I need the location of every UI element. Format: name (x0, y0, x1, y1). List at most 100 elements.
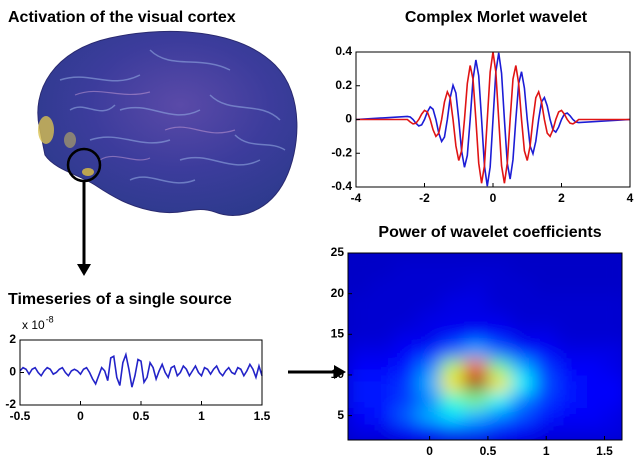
heatmap-cell (370, 423, 396, 440)
heatmap-cell (580, 358, 606, 376)
heatmap-cell (557, 374, 582, 392)
heatmap-cell (580, 253, 606, 262)
heatmap-cell (464, 309, 489, 327)
heatmap-cell (370, 253, 396, 262)
heatmap-cells (348, 253, 622, 440)
y-tick-label: 0.2 (335, 78, 352, 92)
heatmap-cell (417, 253, 442, 262)
heatmap-cell (394, 406, 419, 425)
heatmap-cell (604, 341, 622, 360)
heatmap-cell (370, 406, 396, 425)
heatmap-cell (510, 293, 536, 311)
y-tick-label: 10 (331, 367, 345, 381)
heatmap-cell (464, 390, 489, 408)
heatmap-cell (580, 406, 606, 425)
heatmap-cell (487, 309, 512, 327)
x-tick-label: -2 (419, 191, 430, 205)
heatmap-cell (510, 390, 536, 408)
heatmap-cell (557, 406, 582, 425)
heatmap-cell (440, 260, 466, 278)
axis-multiplier-exponent: -8 (46, 314, 54, 324)
heatmap-cell (580, 374, 606, 392)
heatmap-cell (464, 293, 489, 311)
heatmap-cell (557, 390, 582, 408)
heatmap-cell (464, 341, 489, 360)
y-tick-label: -2 (5, 397, 16, 411)
heatmap-cell (394, 390, 419, 408)
y-tick-label: 0 (9, 365, 16, 379)
heatmap-cell (370, 309, 396, 327)
chart-title: Power of wavelet coefficients (378, 224, 601, 241)
arrow (288, 365, 346, 379)
heatmap-cell (370, 390, 396, 408)
heatmap-cell (417, 309, 442, 327)
brain-image (37, 31, 298, 276)
heatmap-cell (580, 390, 606, 408)
heatmap-cell (604, 253, 622, 262)
heatmap-cell (464, 423, 489, 440)
heatmap-cell (348, 406, 372, 425)
heatmap-cell (487, 390, 512, 408)
heatmap-cell (394, 423, 419, 440)
axis-multiplier: x 10 (22, 318, 45, 332)
heatmap-cell (604, 406, 622, 425)
heatmap-cell (487, 374, 512, 392)
heatmap-cell (440, 253, 466, 262)
y-tick-label: 2 (9, 332, 16, 346)
heatmap-cell (534, 293, 559, 311)
heatmap-cell (464, 325, 489, 343)
x-tick-label: 0.5 (480, 444, 497, 458)
heatmap-cell (464, 260, 489, 278)
heatmap-cell (348, 374, 372, 392)
heatmap-cell (394, 358, 419, 376)
heatmap-cell (394, 341, 419, 360)
heatmap-cell (534, 374, 559, 392)
heatmap-cell (534, 358, 559, 376)
heatmap-cell (464, 276, 489, 295)
heatmap-cell (440, 309, 466, 327)
heatmap-cell (348, 293, 372, 311)
heatmap-cell (417, 406, 442, 425)
heatmap-smooth (348, 253, 622, 440)
x-tick-label: 0 (426, 444, 433, 458)
heatmap-cell (557, 325, 582, 343)
heatmap-cell (370, 276, 396, 295)
heatmap-cell (557, 358, 582, 376)
heatmap-cell (604, 390, 622, 408)
heatmap-cell (580, 276, 606, 295)
heatmap-cell (604, 423, 622, 440)
axes-box (347, 252, 623, 441)
heatmap-cell (534, 406, 559, 425)
heatmap-cell (370, 293, 396, 311)
heatmap-cell (510, 341, 536, 360)
heatmap-cell (487, 253, 512, 262)
heatmap-cell (580, 341, 606, 360)
chart-title: Timeseries of a single source (8, 291, 232, 308)
heatmap-cell (534, 390, 559, 408)
heatmap-cell (370, 374, 396, 392)
heatmap-cell (417, 374, 442, 392)
x-tick-label: 1.5 (254, 409, 271, 423)
heatmap-cell (604, 276, 622, 295)
heatmap-cell (417, 341, 442, 360)
series-line (19, 351, 263, 388)
heatmap-cell (510, 309, 536, 327)
heatmap-cell (487, 260, 512, 278)
heatmap-cell (440, 325, 466, 343)
y-tick-label: 20 (331, 286, 345, 300)
x-tick-label: 1.5 (596, 444, 613, 458)
heatmap-cell (604, 293, 622, 311)
heatmap-cell (348, 260, 372, 278)
x-tick-label: -4 (351, 191, 362, 205)
heatmap-cell (394, 260, 419, 278)
heatmap-cell (348, 358, 372, 376)
heatmap-cell (487, 276, 512, 295)
y-tick-label: 0.4 (335, 44, 352, 58)
x-tick-label: 2 (558, 191, 565, 205)
heatmap-cell (440, 423, 466, 440)
heatmap-cell (510, 406, 536, 425)
heatmap-cell (464, 406, 489, 425)
x-tick-label: 4 (627, 191, 634, 205)
x-tick-label: 1 (543, 444, 550, 458)
